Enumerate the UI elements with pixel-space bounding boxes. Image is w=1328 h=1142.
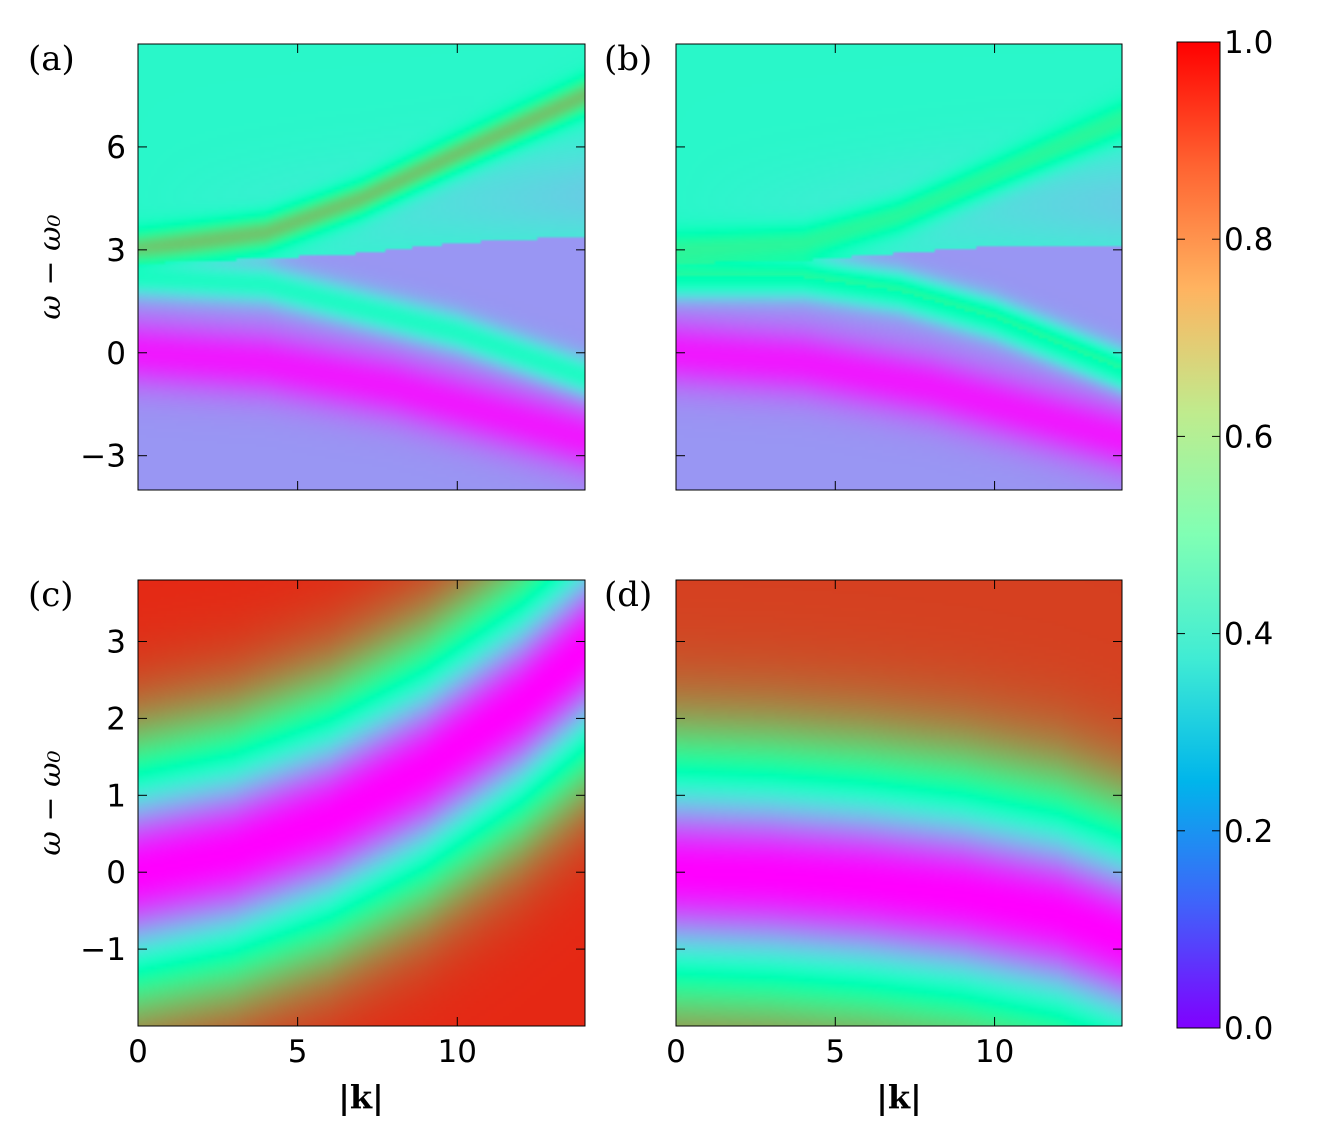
- heatmap-a: [138, 44, 585, 490]
- y-tick-label: −3: [80, 439, 126, 475]
- y-tick-label: 6: [106, 130, 126, 166]
- ticks-a: −3 0 3 6: [80, 44, 585, 490]
- panel-label-b: (b): [604, 39, 652, 79]
- x-tick-label: 0: [666, 1034, 686, 1070]
- colorbar-tick-label: 0.8: [1224, 222, 1273, 258]
- panel-a: −3 0 3 6 (a) ω − ω₀: [28, 39, 586, 491]
- x-tick-label: 0: [128, 1034, 148, 1070]
- ylabel-c: ω − ω₀: [33, 750, 68, 855]
- x-tick-label: 5: [825, 1034, 845, 1070]
- ticks-d: 0 5 10: [666, 580, 1122, 1070]
- panel-label-d: (d): [604, 575, 652, 615]
- colorbar-tick-label: 1.0: [1224, 25, 1273, 61]
- panel-label-a: (a): [28, 39, 75, 79]
- y-tick-label: 0: [106, 855, 126, 891]
- axes-frame-c: [137, 579, 586, 1027]
- ylabel-a: ω − ω₀: [33, 214, 68, 319]
- colorbar-ticks: 0.0 0.2 0.4 0.6 0.8 1.0: [1177, 25, 1273, 1047]
- colorbar-gradient: [1176, 41, 1221, 1029]
- heatmap-b: [676, 44, 1122, 490]
- panel-label-c: (c): [28, 575, 74, 615]
- y-tick-label: 3: [106, 233, 126, 269]
- heatmap-c: [138, 580, 585, 1026]
- xlabel-d: |k|: [876, 1078, 921, 1116]
- y-tick-label: 2: [106, 701, 126, 737]
- colorbar-tick-label: 0.0: [1224, 1011, 1273, 1047]
- x-tick-label: 10: [438, 1034, 477, 1070]
- axes-frame-d: [675, 579, 1123, 1027]
- panel-c: 0 5 10 −1 0 1 2 3 (c) ω − ω₀ |k|: [28, 575, 586, 1116]
- y-tick-label: 0: [106, 336, 126, 372]
- y-tick-label: 1: [106, 778, 126, 814]
- heatmap-d: [676, 580, 1122, 1026]
- xlabel-c: |k|: [338, 1078, 383, 1116]
- x-tick-label: 10: [975, 1034, 1014, 1070]
- panel-b: (b): [604, 39, 1123, 491]
- x-tick-label: 5: [288, 1034, 308, 1070]
- ticks-b: [675, 44, 1122, 490]
- axes-frame-a: [137, 43, 586, 491]
- colorbar-tick-label: 0.6: [1224, 419, 1273, 455]
- colorbar-tick-label: 0.4: [1224, 617, 1273, 653]
- y-tick-label: −1: [80, 932, 126, 968]
- colorbar: 0.0 0.2 0.4 0.6 0.8 1.0: [1176, 25, 1273, 1047]
- y-tick-label: 3: [106, 625, 126, 661]
- panel-d: 0 5 10 (d) |k|: [604, 575, 1123, 1116]
- axes-frame-b: [675, 43, 1123, 491]
- colorbar-tick-label: 0.2: [1224, 814, 1273, 850]
- ticks-c: 0 5 10 −1 0 1 2 3: [80, 580, 585, 1070]
